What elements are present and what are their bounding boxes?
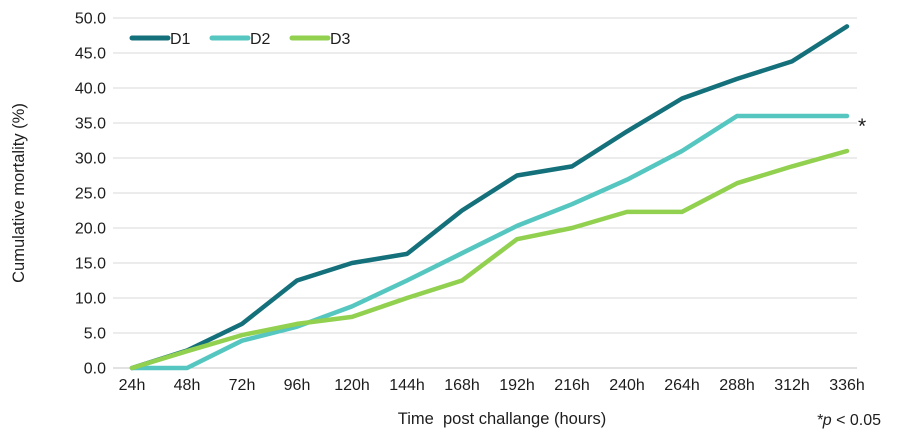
gridlines xyxy=(113,17,857,369)
y-tick-label: 40.0 xyxy=(75,81,106,98)
legend: D1 D2 D3 xyxy=(129,31,351,48)
series-line-d2 xyxy=(129,113,850,371)
footnote-p: p xyxy=(822,412,832,429)
y-tick-label: 5.0 xyxy=(84,326,106,343)
significance-asterisk: * xyxy=(858,115,866,138)
series-lines xyxy=(129,24,850,371)
legend-label-d1: D1 xyxy=(170,31,191,48)
series-line-d1 xyxy=(129,24,850,371)
y-tick-label: 15.0 xyxy=(75,256,106,273)
y-tick-label: 35.0 xyxy=(75,116,106,133)
x-axis-title: Time post challange (hours) xyxy=(398,410,606,428)
x-tick-label: 48h xyxy=(174,377,201,394)
x-tick-label: 216h xyxy=(554,377,590,394)
footnote-star: * xyxy=(816,412,823,429)
footnote-threshold: < 0.05 xyxy=(832,412,881,429)
x-tick-label: 72h xyxy=(229,377,256,394)
x-tick-label: 144h xyxy=(389,377,425,394)
x-tick-label: 192h xyxy=(499,377,535,394)
y-tick-label: 20.0 xyxy=(75,221,106,238)
y-tick-label: 0.0 xyxy=(84,361,106,378)
x-tick-label: 336h xyxy=(829,377,865,394)
x-tick-label: 24h xyxy=(119,377,146,394)
x-tick-label: 168h xyxy=(444,377,480,394)
footnote-p-value: *p < 0.05 xyxy=(816,412,881,429)
x-tick-label: 96h xyxy=(284,377,311,394)
y-tick-label: 50.0 xyxy=(75,11,106,28)
x-tick-label: 120h xyxy=(334,377,370,394)
y-axis-title: Cumulative mortality (%) xyxy=(10,103,28,283)
x-tick-label: 312h xyxy=(774,377,810,394)
series-line-d3 xyxy=(129,148,850,371)
legend-label-d3: D3 xyxy=(330,31,351,48)
y-tick-label: 10.0 xyxy=(75,291,106,308)
x-tick-label: 240h xyxy=(609,377,645,394)
x-tick-label: 264h xyxy=(664,377,700,394)
x-tick-label: 288h xyxy=(719,377,755,394)
x-axis-tick-labels: 24h 48h 72h 96h 120h 144h 168h 192h 216h 240h 264h… xyxy=(119,377,865,394)
y-tick-label: 25.0 xyxy=(75,186,106,203)
y-tick-label: 30.0 xyxy=(75,151,106,168)
y-axis-tick-labels: 0.0 5.0 10.0 15.0 20.0 25.0 30.0 35.0 40.0 45.0 50… xyxy=(75,11,106,378)
y-tick-label: 45.0 xyxy=(75,46,106,63)
legend-label-d2: D2 xyxy=(250,31,271,48)
